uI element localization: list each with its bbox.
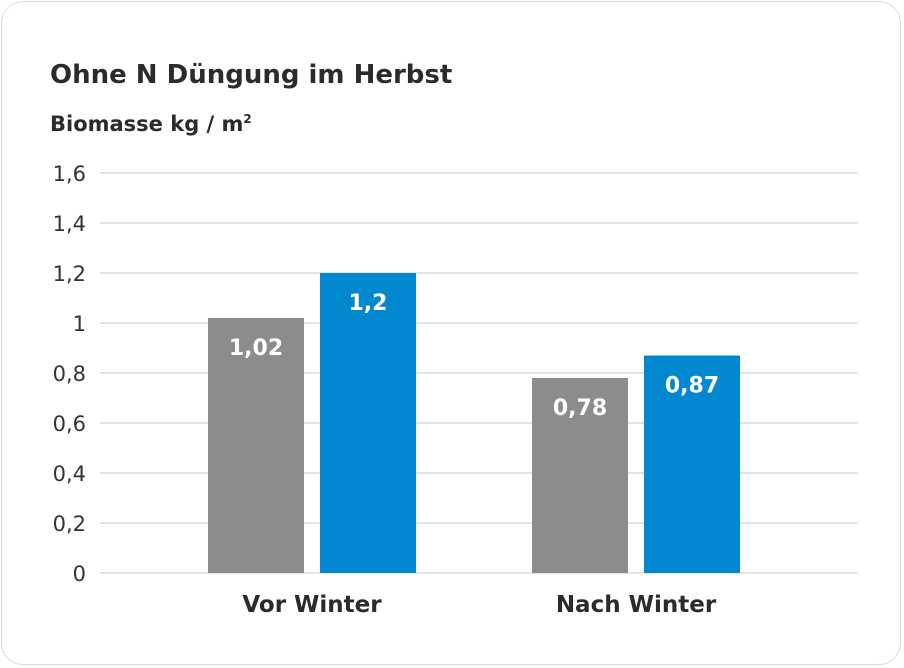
y-tick-label: 1,4 — [53, 212, 86, 236]
bar — [208, 318, 304, 573]
chart-title: Ohne N Düngung im Herbst — [50, 60, 453, 90]
bar-value-label: 0,87 — [665, 374, 719, 399]
y-axis-label-text: Biomasse kg / m — [50, 112, 244, 136]
y-tick-label: 0 — [73, 562, 86, 586]
bar-value-label: 1,02 — [229, 336, 283, 361]
y-tick-label: 0,8 — [53, 362, 86, 386]
y-tick-label: 1 — [73, 312, 86, 336]
y-tick-label: 0,4 — [53, 462, 86, 486]
y-tick-label: 1,2 — [53, 262, 86, 286]
bar — [644, 355, 740, 573]
x-category-label: Vor Winter — [242, 592, 382, 618]
x-axis-categories: Vor Winter Nach Winter — [242, 592, 716, 618]
bars: 1,02 1,2 0,78 0,87 — [208, 273, 740, 573]
bar-value-label: 0,78 — [553, 396, 607, 421]
y-tick-label: 0,2 — [53, 512, 86, 536]
bar-value-label: 1,2 — [349, 291, 388, 316]
y-axis-label: Biomasse kg / m2 — [50, 112, 252, 136]
bar — [320, 273, 416, 573]
y-axis-ticks: 0 0,2 0,4 0,6 0,8 1 1,2 1,4 1,6 — [53, 162, 86, 586]
y-tick-label: 1,6 — [53, 162, 86, 186]
bar — [532, 378, 628, 573]
y-tick-label: 0,6 — [53, 412, 86, 436]
y-axis-label-superscript: 2 — [243, 112, 252, 126]
x-category-label: Nach Winter — [556, 592, 717, 618]
